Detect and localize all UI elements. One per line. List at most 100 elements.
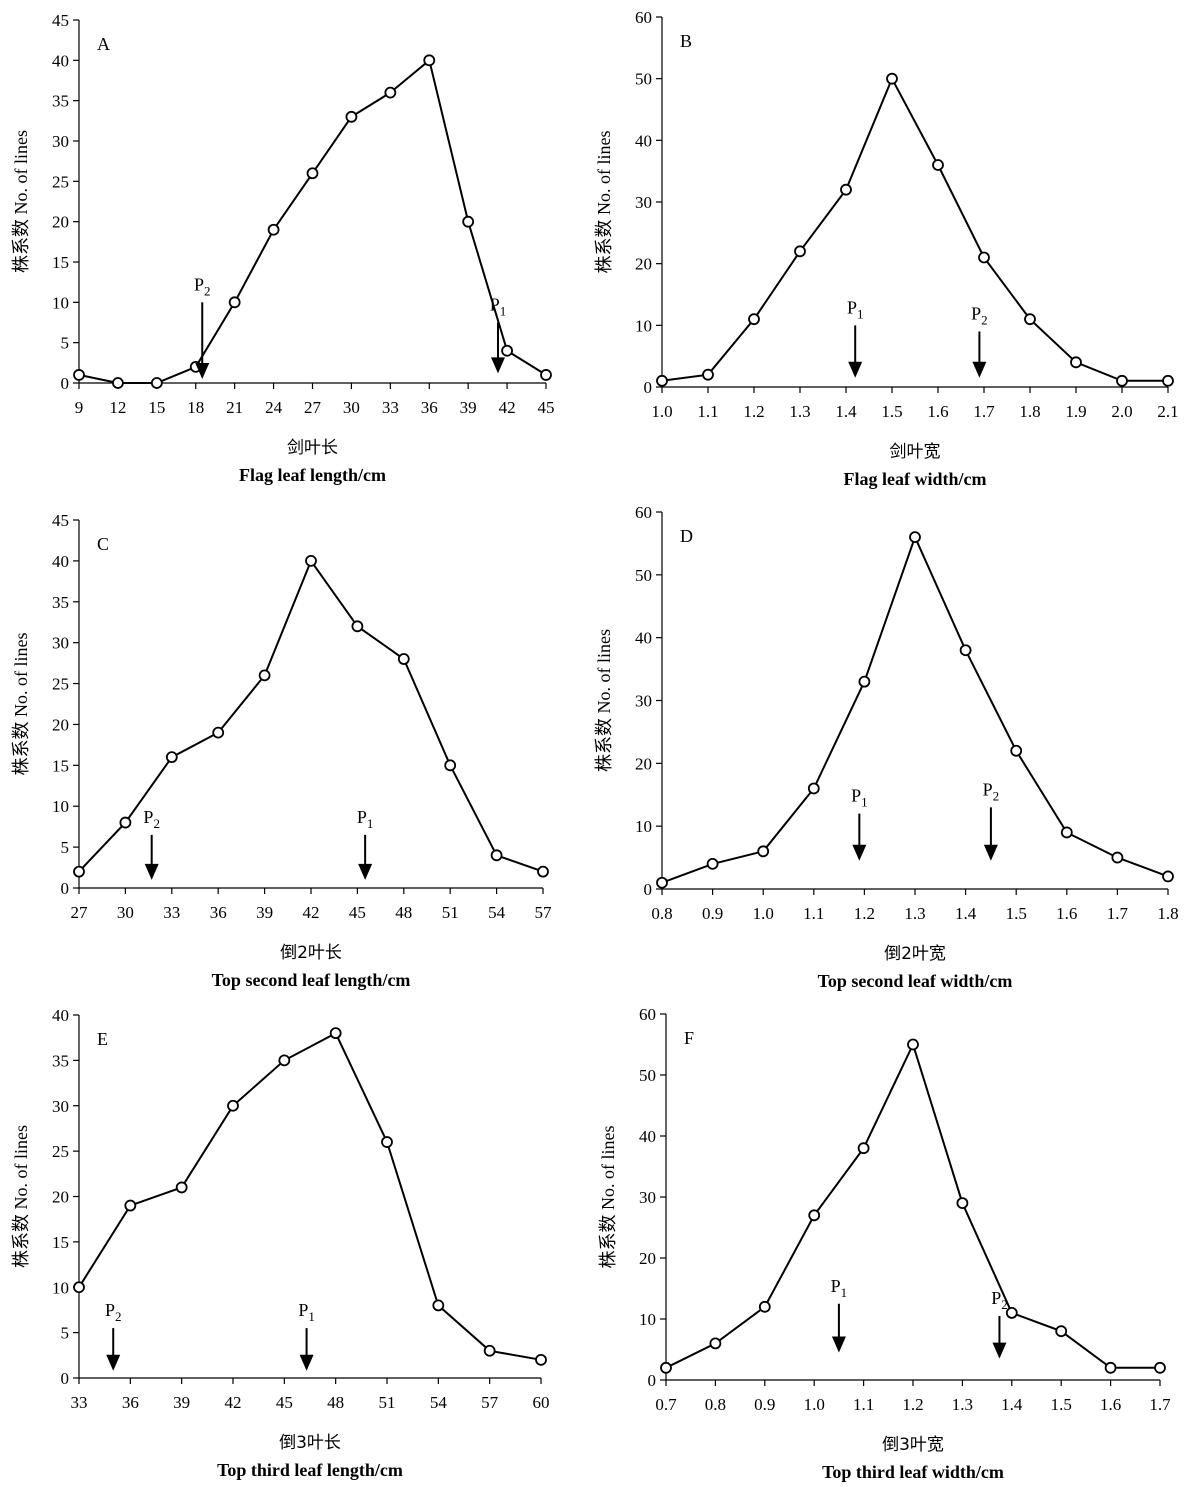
data-point xyxy=(124,1199,137,1212)
x-tick-label: 1.1 xyxy=(697,402,718,421)
parent-label-letter: P xyxy=(194,274,204,294)
parent-label-letter: P xyxy=(105,1300,115,1320)
data-point xyxy=(227,1099,239,1112)
y-tick-label: 20 xyxy=(52,1188,69,1207)
x-tick-label: 24 xyxy=(265,398,283,417)
x-tick-label: 12 xyxy=(109,398,126,417)
data-point xyxy=(384,86,397,99)
x-tick-label: 1.8 xyxy=(1157,904,1178,923)
x-axis-label-cn: 剑叶宽 xyxy=(890,442,941,462)
parent-label: P2 xyxy=(105,1300,122,1324)
data-point xyxy=(490,849,503,862)
y-tick-label: 30 xyxy=(52,634,69,653)
data-point xyxy=(1070,356,1082,369)
panel-label: E xyxy=(97,1029,108,1049)
y-tick-label: 30 xyxy=(635,692,652,711)
data-point xyxy=(840,183,852,196)
arrow-head xyxy=(144,863,159,880)
parent-label: P2 xyxy=(143,807,160,831)
x-tick-label: 39 xyxy=(460,398,477,417)
x-tick-label: 1.3 xyxy=(904,904,925,923)
chart-panel-f: 0 10 20 30 40 50 60 0.7 0.8 0.9 1.0 1.1 1.2 1.3 1.4 1.5… xyxy=(598,1005,1171,1482)
x-tick-label: 1.2 xyxy=(902,1395,923,1414)
y-tick-label: 30 xyxy=(635,193,652,212)
parent-label-subscript: 2 xyxy=(993,788,1000,803)
parent-label-letter: P xyxy=(983,779,993,799)
x-tick-label: 9 xyxy=(75,398,84,417)
x-tick-label: 1.5 xyxy=(881,402,902,421)
data-point xyxy=(462,215,475,228)
data-point xyxy=(660,1361,672,1374)
parent-label-letter: P xyxy=(847,297,857,317)
data-point xyxy=(305,554,317,567)
x-tick-label: 1.6 xyxy=(1100,1395,1121,1414)
x-tick-label: 1.3 xyxy=(789,402,810,421)
y-axis-label: 株系数 No. of lines xyxy=(11,1125,31,1268)
data-point xyxy=(656,374,668,387)
x-axis-label-en: Top second leaf length/cm xyxy=(212,970,411,990)
x-tick-label: 39 xyxy=(173,1393,190,1412)
data-point xyxy=(656,876,668,889)
x-tick-label: 1.6 xyxy=(927,402,948,421)
parent-label-letter: P xyxy=(851,786,861,806)
data-point xyxy=(501,344,513,357)
arrow-head xyxy=(831,1336,846,1353)
x-tick-label: 57 xyxy=(481,1393,499,1412)
data-point xyxy=(540,369,552,381)
x-tick-label: 33 xyxy=(382,398,399,417)
series-line xyxy=(661,534,1169,884)
y-tick-label: 20 xyxy=(635,754,652,773)
data-point xyxy=(1104,1361,1117,1374)
data-point xyxy=(1154,1361,1166,1374)
x-tick-label: 60 xyxy=(533,1393,550,1412)
data-point xyxy=(1060,826,1073,839)
x-tick-label: 1.9 xyxy=(1065,402,1086,421)
y-tick-label: 0 xyxy=(61,879,70,898)
arrow-head xyxy=(848,361,863,378)
y-tick-label: 50 xyxy=(635,566,652,585)
x-tick-label: 1.8 xyxy=(1019,402,1040,421)
y-tick-label: 40 xyxy=(639,1127,656,1146)
x-axis-label-cn: 剑叶长 xyxy=(287,438,338,458)
parent-label: P1 xyxy=(298,1300,315,1324)
panel-label: A xyxy=(97,34,110,54)
y-tick-label: 30 xyxy=(52,1097,69,1116)
y-tick-label: 30 xyxy=(52,132,69,151)
data-point xyxy=(978,251,990,264)
series-line xyxy=(665,1041,1160,1369)
parent-label-letter: P xyxy=(357,807,367,827)
chart-panel-e: 0 5 10 15 20 25 30 35 40 33 36 39 42 45 48 51 54 57 60 株系数 … xyxy=(11,1006,550,1480)
parent-label-subscript: 2 xyxy=(115,1309,122,1324)
data-point xyxy=(706,857,719,870)
x-tick-label: 15 xyxy=(148,398,165,417)
data-point xyxy=(907,1038,919,1051)
y-axis-label: 株系数 No. of lines xyxy=(11,130,31,273)
y-tick-label: 0 xyxy=(61,1369,70,1388)
parent-label: P1 xyxy=(851,786,868,810)
data-point xyxy=(165,751,178,764)
y-tick-label: 15 xyxy=(52,756,69,775)
data-point xyxy=(119,816,132,829)
series-line xyxy=(78,1031,542,1361)
y-axis-label: 株系数 No. of lines xyxy=(598,1126,618,1269)
parent-label-subscript: 1 xyxy=(308,1309,315,1324)
x-axis-label-cn: 倒2叶长 xyxy=(280,943,342,963)
data-point xyxy=(73,865,85,878)
data-point xyxy=(748,313,760,326)
y-tick-label: 45 xyxy=(52,11,69,30)
data-point xyxy=(423,54,436,67)
parent-label-subscript: 1 xyxy=(841,1285,848,1300)
y-tick-label: 10 xyxy=(639,1310,656,1329)
parent-label-subscript: 1 xyxy=(500,304,507,319)
arrow-head xyxy=(983,844,998,861)
parent-label: P1 xyxy=(831,1276,848,1300)
data-point xyxy=(212,726,225,739)
x-tick-label: 1.5 xyxy=(1006,904,1027,923)
y-axis-label: 株系数 No. of lines xyxy=(594,131,614,274)
x-axis-label-en: Top third leaf length/cm xyxy=(217,1460,403,1480)
y-tick-label: 40 xyxy=(52,1006,69,1025)
data-point xyxy=(267,223,280,236)
x-tick-label: 36 xyxy=(421,398,438,417)
